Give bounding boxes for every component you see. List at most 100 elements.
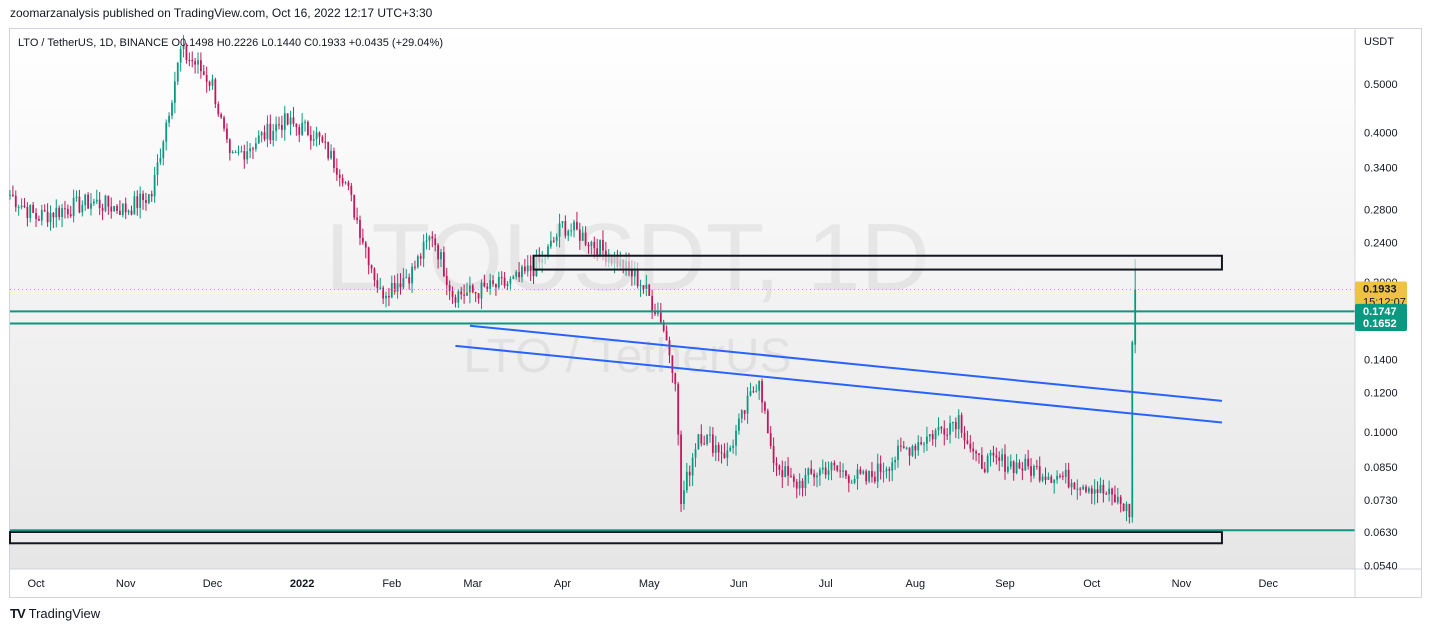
candle-body	[908, 447, 911, 456]
last-candle-body	[1134, 289, 1137, 345]
candle-body	[729, 447, 732, 451]
candle-body	[289, 117, 292, 125]
candle-body	[46, 211, 49, 223]
candle-body	[1099, 484, 1102, 493]
candle-body	[657, 312, 659, 314]
candle-body	[1128, 503, 1131, 518]
candle-body	[254, 143, 257, 149]
candle-body	[856, 469, 859, 479]
candle-body	[801, 480, 804, 489]
candle-body	[688, 471, 691, 476]
candle-body	[781, 469, 784, 478]
candle-body	[405, 277, 408, 279]
candle-body	[495, 283, 497, 288]
candle-body	[558, 223, 561, 237]
candle-body	[11, 194, 14, 196]
candle-body	[983, 468, 986, 473]
candle-body	[257, 135, 260, 144]
price-badge-label: 0.1933	[1363, 284, 1397, 296]
candle-body	[116, 205, 118, 211]
candle-body	[14, 195, 17, 208]
candle-body	[515, 272, 518, 277]
candle-body	[228, 139, 231, 153]
candle-body	[90, 203, 92, 209]
candle-body	[98, 199, 101, 209]
candle-body	[784, 466, 787, 478]
candle-body	[147, 194, 150, 203]
price-badge-label: 0.1652	[1363, 318, 1397, 330]
candle-body	[943, 428, 946, 435]
candle-body	[711, 434, 714, 453]
candle-body	[463, 294, 466, 296]
candle-body	[975, 451, 977, 454]
candle-body	[668, 340, 671, 356]
trendline[interactable]	[469, 324, 1223, 402]
time-axis-tick-label: Apr	[554, 578, 571, 590]
candle-body	[1061, 475, 1064, 477]
price-axis-tick-label: 0.2400	[1364, 238, 1398, 250]
candle-body	[431, 236, 434, 239]
candle-body	[1041, 476, 1044, 481]
candle-body	[839, 470, 842, 472]
candle-body	[133, 196, 136, 215]
candle-body	[87, 194, 89, 209]
candle-body	[202, 71, 205, 75]
candle-body	[1064, 469, 1067, 477]
time-axis-tick-label: Jul	[819, 578, 833, 590]
candle-body	[471, 285, 474, 292]
candle-body	[75, 196, 78, 198]
candle-body	[749, 391, 752, 396]
candle-body	[891, 462, 894, 471]
candle-body	[917, 442, 920, 451]
candle-body	[171, 102, 173, 116]
candle-body	[645, 284, 648, 289]
candle-body	[573, 221, 575, 231]
candle-body	[717, 445, 720, 453]
candle-body	[266, 123, 269, 140]
candle-body	[84, 194, 87, 206]
candle-body	[833, 462, 836, 466]
price-axis-tick-label: 0.0630	[1364, 527, 1398, 539]
candle-body	[408, 277, 411, 284]
candle-body	[188, 59, 191, 61]
candle-body	[821, 467, 824, 470]
candle-body	[683, 490, 685, 504]
candle-body	[694, 449, 697, 458]
candle-body	[772, 445, 775, 464]
candle-body	[220, 114, 223, 118]
candle-body	[324, 141, 327, 143]
candle-body	[555, 236, 558, 241]
candle-body	[445, 276, 448, 285]
candle-body	[492, 280, 494, 284]
candle-body	[382, 287, 385, 299]
candle-body	[286, 113, 289, 125]
candle-body	[379, 287, 382, 289]
trendline[interactable]	[455, 344, 1223, 424]
candle-body	[474, 291, 477, 294]
candle-body	[685, 471, 688, 491]
time-axis-tick-label: Jun	[730, 578, 748, 590]
candle-body	[697, 434, 700, 450]
candle-body	[876, 463, 879, 482]
candle-body	[159, 158, 162, 163]
candle-body	[263, 132, 266, 140]
candle-body	[954, 421, 957, 430]
candles	[9, 35, 1134, 524]
candle-body	[1044, 476, 1047, 480]
candle-body	[442, 252, 445, 277]
candle-body	[402, 277, 405, 288]
candle-body	[677, 384, 680, 435]
candle-body	[807, 468, 810, 476]
candle-body	[1007, 466, 1009, 472]
candle-body	[78, 196, 81, 213]
tradingview-brand[interactable]: TV TradingView	[10, 606, 100, 621]
candle-body	[292, 117, 295, 124]
time-axis-tick-label: Feb	[382, 578, 401, 590]
candle-body	[503, 277, 506, 287]
candle-body	[234, 151, 237, 153]
candle-body	[940, 427, 943, 429]
price-axis-tick-label: 0.1000	[1364, 427, 1398, 439]
candle-body	[315, 132, 318, 140]
candle-body	[561, 221, 564, 224]
